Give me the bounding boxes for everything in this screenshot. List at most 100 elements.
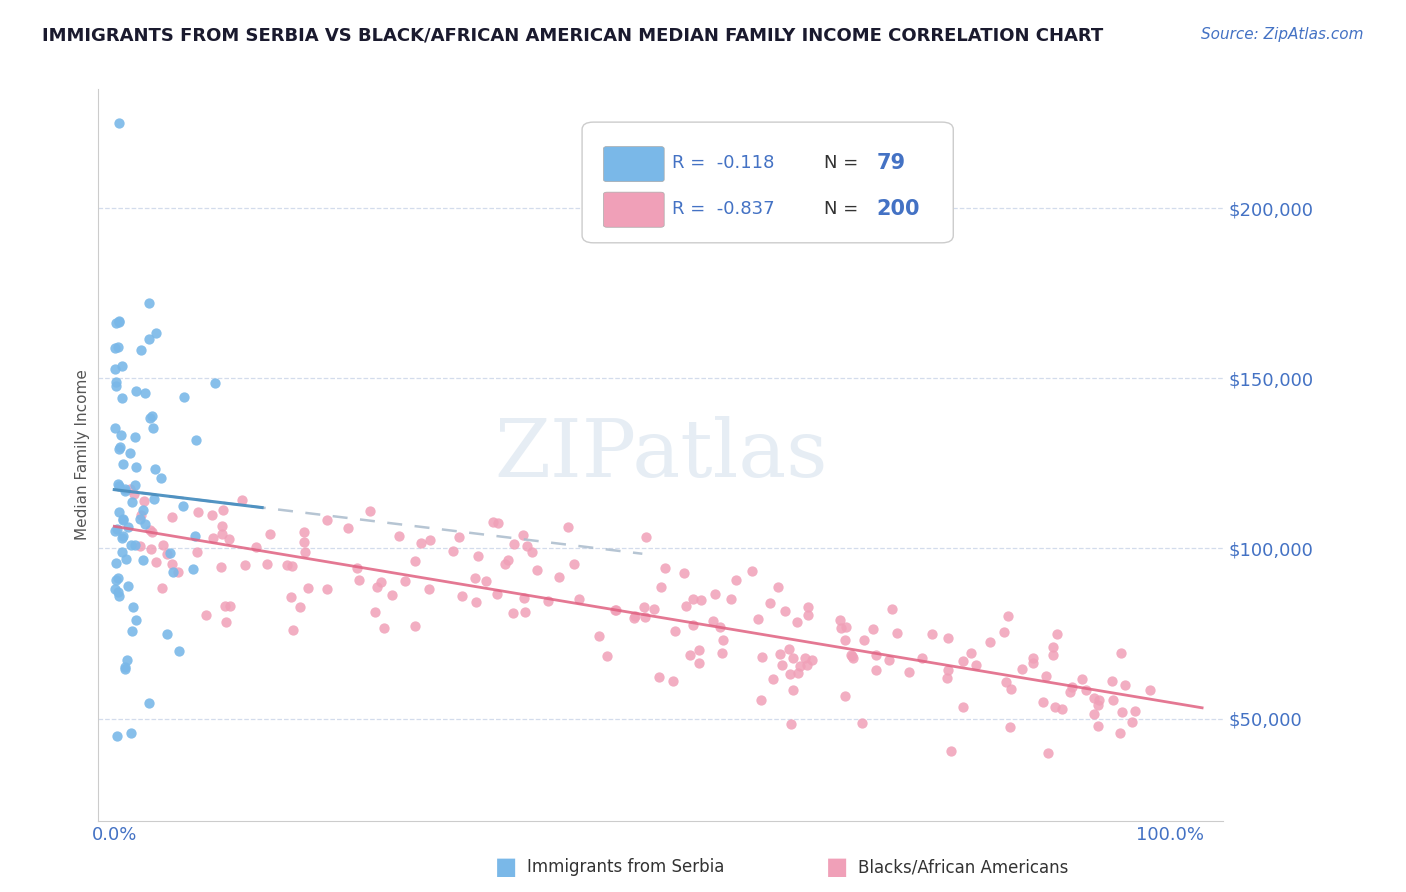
Point: [1036, 746, 1059, 760]
Point: [120, 446, 142, 460]
Point: [276, 558, 298, 573]
Point: [111, 529, 134, 543]
Point: [548, 570, 571, 584]
Point: [952, 654, 974, 668]
Point: [370, 574, 392, 589]
Point: [159, 545, 181, 559]
Point: [346, 561, 368, 575]
Text: ■: ■: [495, 855, 517, 879]
Point: [388, 529, 411, 543]
Point: [162, 557, 184, 571]
Point: [834, 689, 856, 703]
Point: [129, 343, 152, 357]
Point: [202, 531, 225, 545]
Point: [124, 487, 146, 501]
Point: [979, 635, 1001, 649]
Point: [643, 602, 665, 616]
Point: [337, 521, 360, 535]
Point: [138, 332, 160, 346]
Point: [107, 585, 129, 599]
Point: [502, 536, 524, 550]
Point: [114, 552, 136, 566]
Point: [1139, 683, 1161, 698]
Point: [512, 528, 534, 542]
Point: [1109, 646, 1132, 660]
Point: [720, 591, 742, 606]
Point: [1060, 680, 1083, 694]
Point: [1000, 720, 1022, 734]
Point: [139, 411, 162, 425]
Point: [124, 539, 146, 553]
Point: [105, 522, 128, 536]
Point: [862, 623, 884, 637]
Point: [107, 571, 129, 585]
Point: [381, 588, 404, 602]
Point: [1035, 669, 1057, 683]
Point: [128, 539, 150, 553]
Point: [741, 564, 763, 578]
Point: [496, 553, 519, 567]
Point: [485, 587, 508, 601]
Point: [725, 574, 748, 588]
Point: [1121, 714, 1143, 729]
Point: [201, 508, 224, 522]
Point: [766, 580, 789, 594]
Point: [366, 580, 388, 594]
Point: [939, 744, 962, 758]
Text: ■: ■: [825, 855, 848, 879]
Point: [233, 558, 256, 572]
Point: [167, 565, 190, 579]
Point: [936, 632, 959, 646]
Point: [150, 471, 173, 485]
Text: ZIPatlas: ZIPatlas: [494, 416, 828, 494]
Point: [316, 582, 339, 596]
Point: [214, 599, 236, 614]
Point: [520, 545, 543, 559]
Point: [1101, 673, 1123, 688]
Point: [467, 549, 489, 564]
Point: [364, 605, 387, 619]
Point: [215, 615, 238, 629]
Point: [132, 553, 155, 567]
Point: [110, 427, 132, 442]
Point: [139, 542, 162, 557]
Point: [475, 574, 498, 588]
Point: [486, 516, 509, 530]
Point: [588, 629, 610, 643]
Point: [952, 700, 974, 714]
Point: [830, 621, 852, 635]
Point: [373, 621, 395, 635]
Point: [211, 519, 233, 533]
Point: [145, 554, 167, 568]
Point: [204, 376, 226, 390]
Point: [107, 340, 129, 354]
Point: [187, 505, 209, 519]
Point: [107, 442, 129, 457]
Point: [623, 609, 645, 624]
Point: [111, 512, 134, 526]
Point: [688, 656, 710, 670]
Point: [117, 653, 139, 667]
Point: [800, 653, 823, 667]
Point: [997, 608, 1019, 623]
Point: [778, 642, 800, 657]
Point: [104, 379, 127, 393]
Point: [1042, 640, 1064, 654]
Point: [108, 589, 131, 603]
Point: [283, 624, 305, 638]
Point: [1087, 698, 1109, 712]
Point: [152, 538, 174, 552]
Point: [104, 421, 127, 435]
Point: [851, 716, 873, 731]
Point: [172, 499, 194, 513]
Point: [280, 590, 302, 604]
Point: [877, 653, 900, 667]
Point: [218, 532, 240, 546]
Point: [898, 665, 921, 680]
Point: [169, 644, 191, 658]
Point: [710, 646, 733, 660]
Point: [411, 536, 433, 550]
Point: [394, 574, 416, 588]
Point: [138, 696, 160, 710]
Point: [662, 674, 685, 689]
